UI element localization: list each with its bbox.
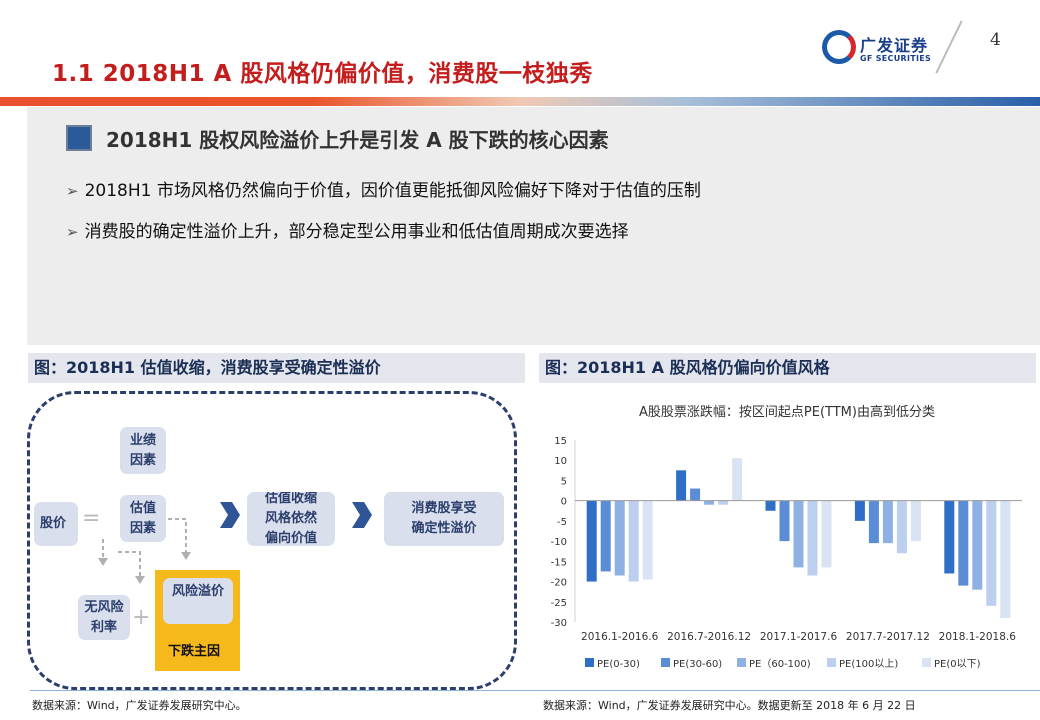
consumer-premium-box: 消费股享受 确定性溢价: [384, 492, 504, 546]
bar-1: [676, 470, 687, 501]
bar-5: [821, 500, 832, 568]
x-tick-label: 2016.7-2016.12: [667, 631, 751, 643]
performance-factor-box: 业绩 因素: [120, 427, 166, 474]
bar-5: [910, 500, 921, 542]
x-tick-label: 2017.7-2017.12: [846, 631, 930, 643]
footer-divider: [30, 690, 1040, 691]
risk-premium-box: 风险溢价: [163, 578, 233, 624]
square-bullet-icon: [66, 125, 92, 151]
bar-4: [718, 500, 729, 505]
bar-1: [765, 500, 776, 511]
y-tick-label: -10: [551, 537, 567, 548]
chart-title: A股股票涨跌幅：按区间起点PE(TTM)由高到低分类: [639, 404, 935, 420]
bar-2: [690, 488, 701, 501]
bar-chart: A股股票涨跌幅：按区间起点PE(TTM)由高到低分类 15 10 5 0 -5 -10 -15…: [551, 404, 1022, 670]
valuation-factor-box: 估值 因素: [120, 495, 166, 542]
page-number: 4: [990, 30, 1001, 50]
dashed-frame: [27, 391, 517, 690]
arrow-bullet-icon: ➢: [66, 182, 79, 200]
bar-1: [854, 500, 865, 521]
legend-label: PE（60-100): [749, 658, 811, 670]
legend-swatch: [737, 658, 746, 667]
logo-text-en: GF SECURITIES: [860, 54, 932, 63]
risk-free-rate-box: 无风险 利率: [78, 595, 130, 640]
legend-swatch: [922, 658, 931, 667]
equals-sign: =: [82, 506, 101, 531]
bar-3: [614, 500, 625, 576]
bar-5: [1000, 500, 1011, 618]
bar-3: [793, 500, 804, 568]
bar-2: [958, 500, 969, 586]
plus-sign: +: [132, 605, 151, 630]
chart-source: 数据来源：Wind，广发证券发展研究中心。数据更新至 2018 年 6 月 22…: [543, 699, 916, 712]
header-gradient-bar: [0, 97, 1040, 106]
bar-5: [642, 500, 653, 580]
legend-label: PE(100以上): [839, 658, 898, 670]
x-tick-label: 2016.1-2016.6: [581, 631, 659, 643]
logo-icon: [822, 30, 856, 64]
y-tick-label: -20: [551, 578, 567, 589]
legend-label: PE(30-60): [673, 659, 722, 670]
page-title: 1.1 2018H1 A 股风格仍偏价值，消费股一枝独秀: [52, 61, 593, 87]
y-tick-label: 15: [554, 436, 567, 447]
bar-1: [944, 500, 955, 574]
y-tick-label: 10: [554, 456, 567, 467]
bar-2: [868, 500, 879, 544]
bar-3: [704, 500, 715, 505]
bar-2: [779, 500, 790, 542]
y-tick-label: -5: [557, 517, 567, 528]
legend-label: PE(0-30): [597, 659, 640, 670]
diagram-source: 数据来源：Wind，广发证券发展研究中心。: [32, 699, 247, 712]
valuation-shrink-box: 估值收缩 风格依然 偏向价值: [247, 492, 335, 546]
bar-4: [628, 500, 639, 582]
bar-4: [896, 500, 907, 554]
arrow-bullet-icon: ➢: [66, 223, 79, 241]
diagram-caption: 图：2018H1 估值收缩，消费股享受确定性溢价: [28, 353, 525, 383]
bar-5: [732, 458, 743, 501]
x-tick-label: 2018.1-2018.6: [939, 631, 1017, 643]
bullet-item: ➢ 2018H1 市场风格仍然偏向于价值，因价值更能抵御风险偏好下降对于估值的压制: [66, 181, 701, 201]
company-logo: 广发证券 GF SECURITIES: [822, 30, 952, 70]
bar-2: [600, 500, 611, 572]
bar-4: [986, 500, 997, 606]
y-tick-label: -30: [551, 618, 567, 629]
stock-price-box: 股价: [34, 502, 78, 546]
y-tick-label: 0: [561, 497, 567, 508]
legend-label: PE(0以下): [934, 659, 981, 670]
x-tick-label: 2017.1-2017.6: [760, 631, 838, 643]
bar-3: [882, 500, 893, 544]
bar-4: [807, 500, 818, 576]
bar-1: [586, 500, 597, 582]
bullet-item: ➢ 消费股的确定性溢价上升，部分稳定型公用事业和低估值周期成次要选择: [66, 222, 629, 242]
chart-caption: 图：2018H1 A 股风格仍偏向价值风格: [539, 353, 1036, 383]
bar-3: [972, 500, 983, 590]
decline-cause-label: 下跌主因: [168, 644, 221, 659]
y-tick-label: 5: [561, 476, 567, 487]
legend-swatch: [827, 658, 836, 667]
legend-swatch: [585, 658, 594, 667]
logo-text-cn: 广发证券: [860, 36, 929, 55]
section-subtitle: 2018H1 股权风险溢价上升是引发 A 股下跌的核心因素: [106, 128, 609, 152]
summary-panel: [27, 107, 1040, 345]
y-tick-label: -15: [551, 557, 567, 568]
legend-swatch: [661, 658, 670, 667]
y-tick-label: -25: [551, 598, 567, 609]
